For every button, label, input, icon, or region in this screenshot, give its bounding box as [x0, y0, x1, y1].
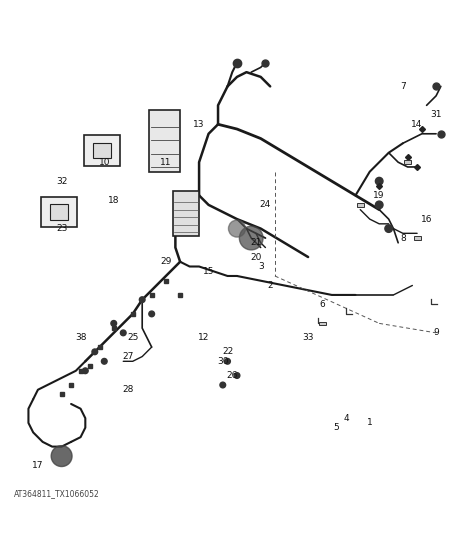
Bar	[356, 203, 364, 207]
Text: 19: 19	[374, 191, 385, 200]
Circle shape	[92, 349, 98, 354]
Circle shape	[385, 225, 392, 232]
Text: 17: 17	[32, 461, 44, 470]
Text: 15: 15	[203, 266, 214, 276]
Text: 7: 7	[400, 82, 406, 91]
Text: 3: 3	[258, 262, 264, 271]
Bar	[84, 135, 119, 166]
Text: 21: 21	[250, 238, 262, 247]
Text: 28: 28	[122, 385, 134, 394]
Circle shape	[220, 382, 226, 388]
Text: 2: 2	[267, 281, 273, 290]
Circle shape	[239, 226, 263, 250]
Circle shape	[228, 220, 246, 237]
Text: 18: 18	[108, 196, 119, 205]
Circle shape	[51, 446, 72, 466]
Bar	[173, 191, 199, 236]
Text: 25: 25	[127, 333, 138, 342]
Bar	[50, 204, 68, 220]
Text: 1: 1	[367, 418, 373, 427]
Text: 12: 12	[198, 333, 210, 342]
Bar	[413, 236, 421, 240]
Bar	[93, 143, 111, 158]
Circle shape	[139, 297, 145, 303]
Text: 16: 16	[421, 215, 432, 224]
Text: 32: 32	[56, 176, 67, 185]
Text: 11: 11	[160, 158, 172, 167]
Text: AT364811_TX1066052: AT364811_TX1066052	[14, 489, 100, 498]
Text: 6: 6	[319, 300, 325, 309]
Circle shape	[234, 373, 240, 378]
Text: 33: 33	[302, 333, 314, 342]
Text: 22: 22	[222, 348, 233, 357]
Text: 38: 38	[75, 333, 86, 342]
Text: 4: 4	[343, 414, 349, 423]
Text: 13: 13	[193, 120, 205, 129]
Text: 31: 31	[430, 110, 442, 119]
Text: 5: 5	[334, 423, 339, 432]
Text: 24: 24	[260, 200, 271, 209]
Circle shape	[111, 320, 117, 326]
Bar	[319, 321, 326, 325]
Circle shape	[101, 359, 107, 364]
Circle shape	[225, 359, 230, 364]
Text: 27: 27	[122, 352, 134, 361]
Bar	[149, 110, 180, 172]
Text: 10: 10	[99, 158, 110, 167]
Circle shape	[120, 330, 126, 336]
Circle shape	[375, 177, 383, 185]
Text: 23: 23	[56, 224, 67, 233]
Text: 9: 9	[433, 328, 439, 337]
Circle shape	[149, 311, 155, 317]
Circle shape	[375, 201, 383, 209]
Text: 14: 14	[411, 120, 423, 129]
Bar	[404, 160, 411, 164]
Text: 30: 30	[217, 357, 228, 366]
Text: 8: 8	[400, 233, 406, 243]
Text: 20: 20	[250, 253, 262, 262]
Circle shape	[82, 368, 88, 374]
Text: 29: 29	[160, 257, 172, 266]
Bar	[42, 197, 77, 228]
Text: 26: 26	[227, 371, 238, 380]
